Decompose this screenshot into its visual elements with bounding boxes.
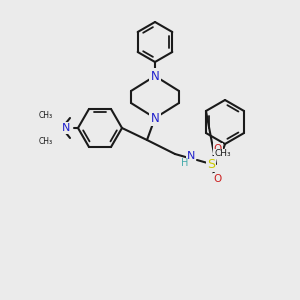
Text: O: O: [214, 174, 222, 184]
Text: CH₃: CH₃: [39, 136, 53, 146]
Text: S: S: [207, 158, 215, 170]
Text: N: N: [151, 70, 159, 83]
Text: CH₃: CH₃: [39, 110, 53, 119]
Text: N: N: [61, 123, 70, 133]
Text: CH₃: CH₃: [215, 149, 231, 158]
Text: H: H: [181, 158, 189, 168]
Text: N: N: [151, 112, 159, 124]
Text: N: N: [187, 151, 195, 161]
Text: O: O: [214, 144, 222, 154]
